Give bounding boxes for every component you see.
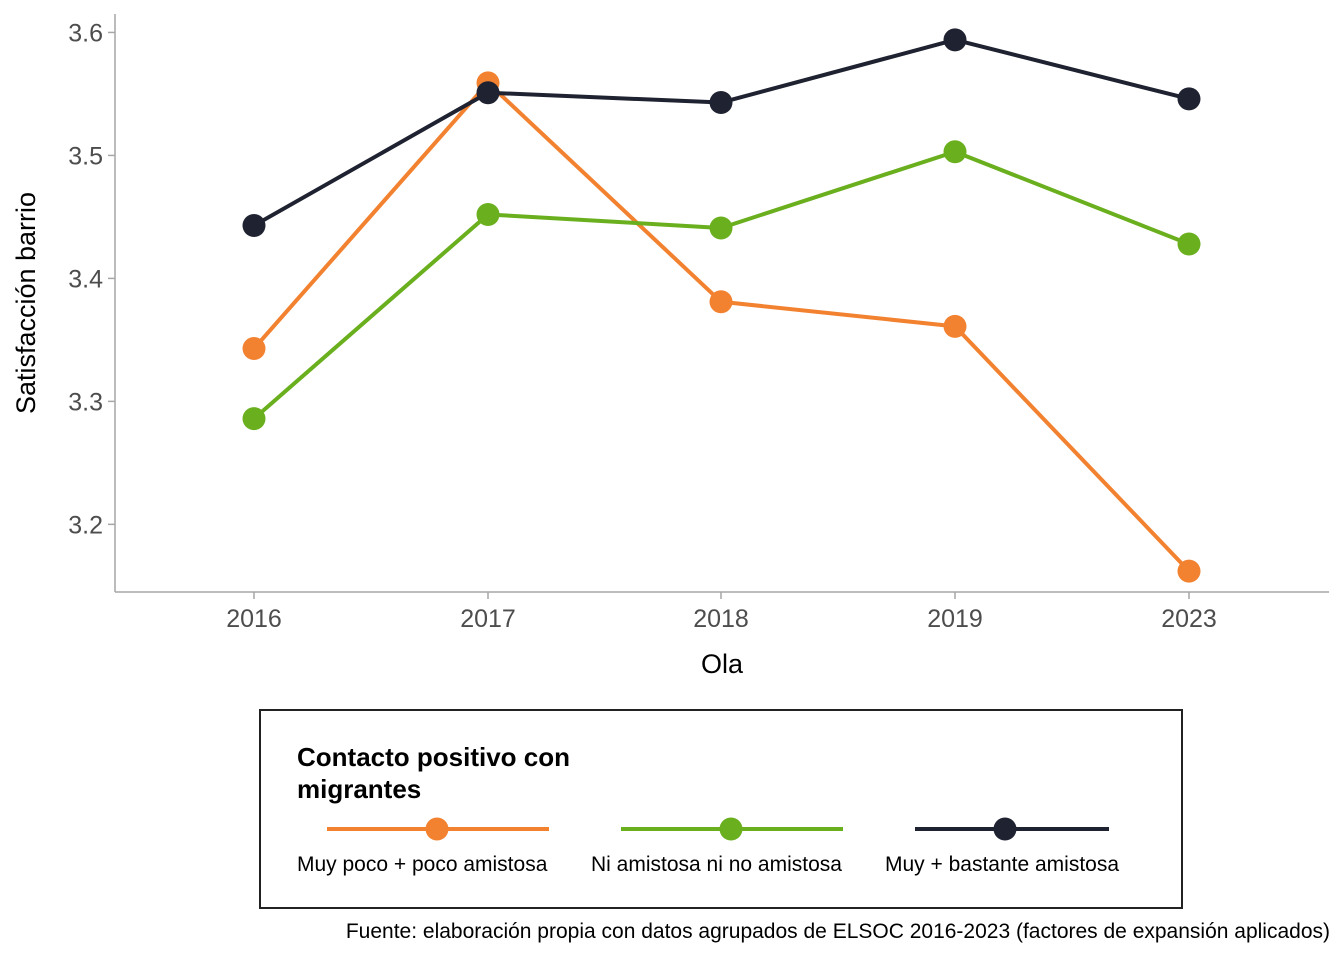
y-axis-title: Satisfacción barrio bbox=[11, 192, 41, 414]
legend-key-ni-amistosa bbox=[621, 817, 843, 841]
axes bbox=[114, 14, 1329, 593]
y-ticks: 3.2 3.3 3.4 3.5 3.6 bbox=[68, 19, 115, 539]
y-tick-label: 3.6 bbox=[68, 19, 103, 47]
y-tick-label: 3.3 bbox=[68, 388, 103, 416]
data-point bbox=[476, 81, 500, 105]
legend-key-muy-bastante bbox=[915, 817, 1109, 841]
series-layer bbox=[242, 28, 1201, 583]
series-muy-bastante-amistosa bbox=[242, 28, 1201, 238]
x-tick-label: 2017 bbox=[460, 605, 516, 633]
legend-key-point bbox=[719, 817, 743, 841]
legend-key-point bbox=[425, 817, 449, 841]
data-point bbox=[1177, 87, 1201, 111]
data-point bbox=[242, 214, 266, 238]
legend-label-ni-amistosa: Ni amistosa ni no amistosa bbox=[591, 853, 842, 876]
data-point bbox=[1177, 232, 1201, 256]
legend-key-point bbox=[993, 817, 1017, 841]
x-tick-label: 2018 bbox=[693, 605, 749, 633]
data-point bbox=[943, 28, 967, 52]
line-chart: 3.2 3.3 3.4 3.5 3.6 2016 2017 2018 2019 2023 Ola… bbox=[11, 14, 1329, 679]
legend-item-ni-amistosa: Ni amistosa ni no amistosa bbox=[591, 811, 881, 881]
data-point bbox=[943, 140, 967, 164]
series-ni-amistosa-ni-no-amistosa bbox=[242, 140, 1201, 431]
data-point bbox=[242, 337, 266, 361]
legend-label-muy-bastante: Muy + bastante amistosa bbox=[885, 853, 1120, 876]
y-tick-label: 3.5 bbox=[68, 142, 103, 170]
data-point bbox=[242, 407, 266, 431]
data-point bbox=[1177, 559, 1201, 583]
x-tick-label: 2023 bbox=[1161, 605, 1217, 633]
x-tick-label: 2019 bbox=[927, 605, 983, 633]
data-point bbox=[476, 202, 500, 226]
x-tick-label: 2016 bbox=[226, 605, 282, 633]
series-line-muy-poco-poco-amistosa bbox=[252, 80, 1191, 573]
data-point bbox=[709, 91, 733, 115]
legend-item-muy-bastante: Muy + bastante amistosa bbox=[885, 811, 1155, 881]
legend-label-muy-poco: Muy poco + poco amistosa bbox=[297, 853, 548, 876]
legend-title: Contacto positivo con migrantes bbox=[297, 742, 570, 804]
x-ticks: 2016 2017 2018 2019 2023 bbox=[226, 592, 1217, 633]
data-point bbox=[709, 216, 733, 240]
y-tick-label: 3.2 bbox=[68, 511, 103, 539]
x-axis-title: Ola bbox=[701, 649, 744, 679]
legend-key-muy-poco bbox=[327, 817, 549, 841]
data-point bbox=[709, 290, 733, 314]
legend: Contacto positivo con migrantes Muy poco… bbox=[259, 709, 1183, 909]
series-line-muy-bastante-amistosa bbox=[253, 37, 1190, 228]
y-tick-label: 3.4 bbox=[68, 265, 103, 293]
legend-item-muy-poco: Muy poco + poco amistosa bbox=[297, 811, 587, 881]
data-point bbox=[943, 314, 967, 338]
series-muy-poco-poco-amistosa bbox=[242, 71, 1201, 583]
caption: Fuente: elaboración propia con datos agr… bbox=[345, 920, 1330, 943]
